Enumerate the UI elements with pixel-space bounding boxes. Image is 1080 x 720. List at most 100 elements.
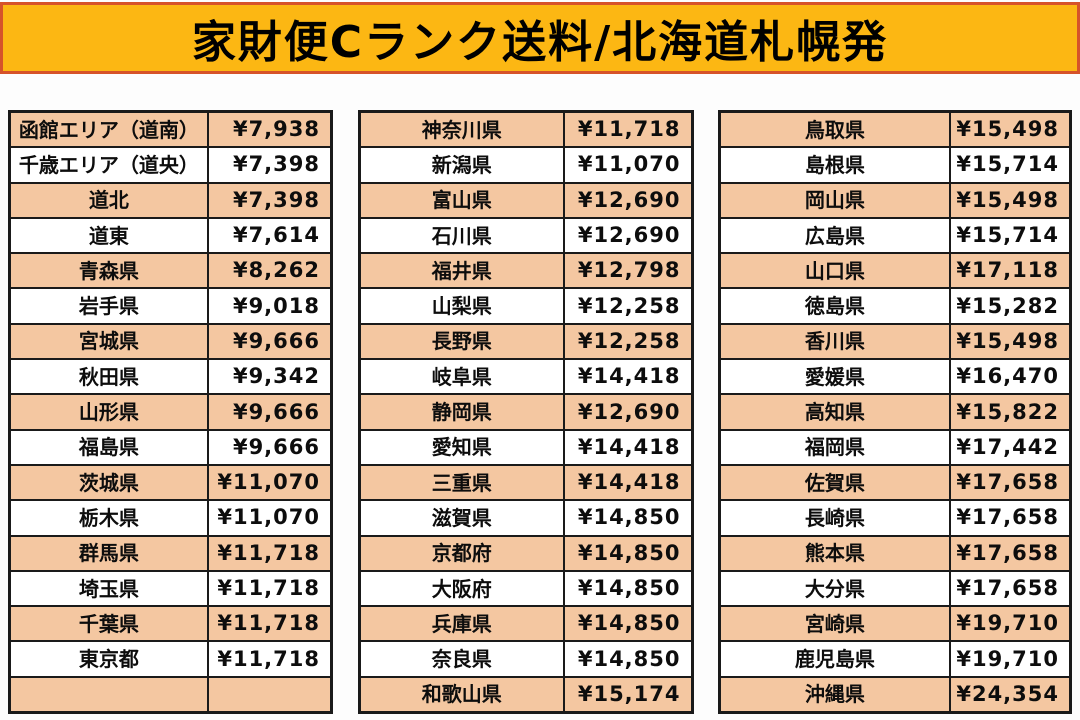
region-cell: 和歌山県	[361, 677, 566, 712]
region-cell: 茨城県	[11, 465, 209, 500]
region-cell: 徳島県	[721, 289, 951, 323]
region-cell: 函館エリア（道南）	[11, 113, 209, 147]
region-cell: 香川県	[721, 324, 951, 359]
table-row: 長崎県 ¥17,658	[721, 499, 1069, 535]
price-cell: ¥11,718	[217, 646, 320, 671]
price-cell: ¥11,718	[217, 540, 320, 565]
region-cell: 東京都	[11, 642, 209, 676]
table-row: 千葉県 ¥11,718	[11, 605, 330, 641]
table-row: 富山県 ¥12,690	[360, 181, 691, 217]
price-cell: ¥12,258	[577, 293, 681, 318]
table-row: 山形県 ¥9,666	[11, 393, 330, 429]
table-row: 秋田県 ¥9,342	[11, 358, 330, 394]
table-row: 道東 ¥7,614	[11, 216, 330, 253]
price-cell: ¥11,718	[217, 576, 320, 600]
fee-table-hokkaido-tohoku-kanto: 函館エリア（道南） ¥7,938 千歳エリア（道央） ¥7,398 道北 ¥7,398 道東…	[8, 110, 333, 714]
table-row: 青森県 ¥8,262	[11, 252, 330, 288]
region-cell: 兵庫県	[361, 607, 566, 641]
region-cell: 群馬県	[11, 536, 209, 570]
table-row: 島根県 ¥15,714	[721, 146, 1069, 182]
price-cell: ¥14,850	[577, 646, 681, 671]
region-cell: 山梨県	[361, 289, 566, 323]
price-cell: ¥17,442	[956, 434, 1059, 459]
region-cell: 大分県	[721, 571, 951, 606]
price-cell: ¥9,018	[232, 293, 320, 318]
price-cell: ¥15,282	[956, 293, 1059, 318]
region-cell: 神奈川県	[361, 113, 566, 147]
table-row: 石川県 ¥12,690	[360, 216, 691, 253]
region-cell: 鹿児島県	[721, 642, 951, 676]
price-cell: ¥14,850	[577, 505, 681, 530]
price-cell: ¥9,666	[232, 434, 320, 459]
table-row: 埼玉県 ¥11,718	[11, 569, 330, 606]
region-cell: 福島県	[11, 430, 209, 464]
price-cell: ¥15,498	[956, 117, 1059, 142]
price-cell: ¥11,718	[217, 611, 320, 636]
price-cell: ¥15,174	[577, 681, 681, 706]
region-cell: 鳥取県	[721, 113, 951, 147]
price-cell: ¥19,710	[956, 646, 1059, 671]
table-row: 山口県 ¥17,118	[721, 252, 1069, 288]
table-row: 大分県 ¥17,658	[721, 569, 1069, 606]
table-row: 愛知県 ¥14,418	[360, 428, 691, 464]
region-cell: 富山県	[361, 183, 566, 217]
price-cell: ¥12,690	[577, 399, 681, 424]
region-cell: 滋賀県	[361, 501, 566, 535]
table-row: 函館エリア（道南） ¥7,938	[11, 113, 330, 147]
table-row: 宮崎県 ¥19,710	[721, 605, 1069, 641]
price-cell: ¥9,666	[232, 399, 320, 424]
region-cell: 愛媛県	[721, 360, 951, 394]
table-row: 三重県 ¥14,418	[360, 463, 691, 500]
price-cell: ¥14,850	[577, 576, 681, 600]
price-cell: ¥17,118	[956, 258, 1059, 283]
price-cell: ¥14,850	[577, 540, 681, 565]
price-cell: ¥11,070	[217, 470, 320, 495]
price-cell: ¥24,354	[956, 681, 1059, 706]
region-cell: 岩手県	[11, 289, 209, 323]
price-cell: ¥15,714	[956, 152, 1059, 177]
region-cell: 大阪府	[361, 571, 566, 606]
price-cell: ¥7,614	[232, 223, 320, 248]
table-row: 岡山県 ¥15,498	[721, 181, 1069, 217]
price-cell: ¥11,070	[577, 152, 681, 177]
region-cell: 三重県	[361, 465, 566, 500]
region-cell: 宮城県	[11, 324, 209, 359]
price-cell: ¥9,342	[232, 364, 320, 389]
price-cell: ¥12,258	[577, 328, 681, 353]
table-row: 栃木県 ¥11,070	[11, 499, 330, 535]
price-cell: ¥17,658	[956, 470, 1059, 495]
price-cell: ¥14,418	[577, 470, 681, 495]
table-row: 東京都 ¥11,718	[11, 640, 330, 676]
region-cell: 山形県	[11, 395, 209, 429]
table-row: 兵庫県 ¥14,850	[360, 605, 691, 641]
region-cell: 京都府	[361, 536, 566, 570]
region-cell: 岡山県	[721, 183, 951, 217]
price-cell: ¥14,850	[577, 611, 681, 636]
table-row: 高知県 ¥15,822	[721, 393, 1069, 429]
price-cell	[209, 678, 330, 711]
region-cell: 宮崎県	[721, 607, 951, 641]
region-cell: 福井県	[361, 254, 566, 288]
price-cell: ¥15,498	[956, 187, 1059, 212]
table-row: 鳥取県 ¥15,498	[721, 113, 1069, 147]
table-row	[11, 675, 330, 712]
price-cell: ¥15,714	[956, 223, 1059, 248]
price-cell: ¥17,658	[956, 505, 1059, 530]
price-cell: ¥15,822	[956, 399, 1059, 424]
region-cell: 静岡県	[361, 395, 566, 429]
table-row: 道北 ¥7,398	[11, 181, 330, 217]
price-cell: ¥17,658	[956, 540, 1059, 565]
table-row: 神奈川県 ¥11,718	[360, 113, 691, 147]
fee-table-chubu-kansai: 神奈川県 ¥11,718 新潟県 ¥11,070 富山県 ¥12,690 石川県 ¥12,69…	[357, 110, 694, 714]
region-cell: 石川県	[361, 218, 566, 253]
table-row: 愛媛県 ¥16,470	[721, 358, 1069, 394]
price-cell: ¥9,666	[232, 328, 320, 353]
region-cell: 沖縄県	[721, 677, 951, 712]
table-row: 福岡県 ¥17,442	[721, 428, 1069, 464]
price-cell: ¥7,938	[232, 117, 320, 142]
region-cell: 佐賀県	[721, 465, 951, 500]
table-row: 佐賀県 ¥17,658	[721, 463, 1069, 500]
region-cell	[11, 677, 209, 712]
price-cell: ¥12,690	[577, 223, 681, 248]
price-cell: ¥12,798	[577, 258, 681, 283]
